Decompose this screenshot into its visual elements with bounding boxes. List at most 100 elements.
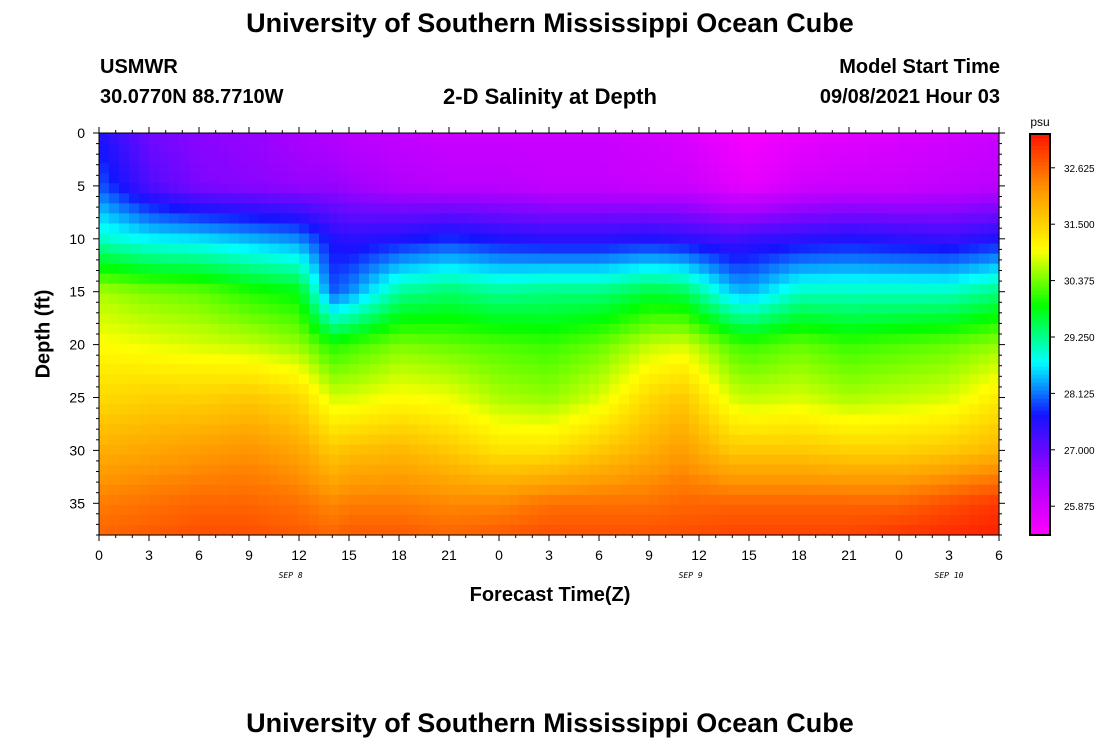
heatmap-cell bbox=[729, 394, 740, 405]
heatmap-cell bbox=[699, 163, 710, 174]
heatmap-cell bbox=[109, 424, 120, 436]
heatmap-cell bbox=[519, 153, 530, 164]
heatmap-cell bbox=[169, 524, 180, 536]
heatmap-cell bbox=[849, 183, 860, 194]
heatmap-cell bbox=[299, 414, 310, 426]
heatmap-cell bbox=[319, 203, 330, 214]
heatmap-cell bbox=[919, 233, 930, 245]
heatmap-cell bbox=[449, 253, 460, 265]
heatmap-cell bbox=[119, 193, 130, 204]
heatmap-cell bbox=[449, 263, 460, 275]
heatmap-cell bbox=[409, 344, 420, 355]
heatmap-cell bbox=[299, 424, 310, 436]
heatmap-cell bbox=[139, 183, 150, 194]
heatmap-cell bbox=[389, 524, 400, 536]
heatmap-cell bbox=[189, 394, 200, 405]
heatmap-cell bbox=[549, 153, 560, 164]
heatmap-cell bbox=[179, 394, 190, 405]
heatmap-cell bbox=[399, 444, 410, 456]
colorbar-segment bbox=[1030, 350, 1050, 356]
heatmap-cell bbox=[439, 374, 450, 385]
heatmap-cell bbox=[289, 223, 300, 235]
heatmap-cell bbox=[669, 203, 680, 214]
heatmap-cell bbox=[689, 394, 700, 405]
heatmap-cell bbox=[639, 163, 650, 174]
heatmap-cell bbox=[989, 173, 1000, 184]
heatmap-cell bbox=[809, 424, 820, 436]
heatmap-cell bbox=[959, 263, 970, 275]
heatmap-cell bbox=[869, 334, 880, 345]
colorbar-segment bbox=[1030, 414, 1050, 420]
heatmap-cell bbox=[439, 384, 450, 395]
heatmap-cell bbox=[509, 293, 520, 305]
heatmap-cell bbox=[959, 143, 970, 154]
heatmap-cell bbox=[759, 183, 770, 194]
heatmap-cell bbox=[479, 173, 490, 184]
heatmap-cell bbox=[379, 293, 390, 305]
heatmap-cell bbox=[629, 484, 640, 496]
heatmap-cell bbox=[829, 273, 840, 285]
heatmap-cell bbox=[899, 354, 910, 365]
heatmap-cell bbox=[239, 183, 250, 194]
heatmap-cell bbox=[369, 203, 380, 214]
heatmap-cell bbox=[539, 344, 550, 355]
heatmap-cell bbox=[969, 233, 980, 245]
heatmap-cell bbox=[199, 133, 210, 144]
heatmap-cell bbox=[979, 163, 990, 174]
heatmap-cell bbox=[599, 193, 610, 204]
heatmap-cell bbox=[439, 334, 450, 345]
heatmap-cell bbox=[829, 514, 840, 526]
heatmap-cell bbox=[479, 283, 490, 295]
heatmap-cell bbox=[199, 404, 210, 415]
heatmap-cell bbox=[919, 243, 930, 255]
heatmap-cell bbox=[239, 414, 250, 426]
heatmap-cell bbox=[779, 243, 790, 255]
heatmap-cell bbox=[759, 293, 770, 305]
heatmap-cell bbox=[579, 364, 590, 375]
heatmap-cell bbox=[709, 323, 720, 335]
heatmap-cell bbox=[399, 354, 410, 365]
heatmap-cell bbox=[119, 494, 130, 506]
heatmap-cell bbox=[859, 434, 870, 446]
heatmap-cell bbox=[409, 293, 420, 305]
heatmap-cell bbox=[299, 173, 310, 184]
heatmap-cell bbox=[869, 233, 880, 245]
heatmap-cell bbox=[469, 223, 480, 235]
heatmap-cell bbox=[659, 173, 670, 184]
heatmap-cell bbox=[559, 524, 570, 536]
heatmap-cell bbox=[509, 414, 520, 426]
heatmap-cell bbox=[529, 293, 540, 305]
heatmap-cell bbox=[229, 524, 240, 536]
colorbar-segment bbox=[1030, 466, 1050, 472]
heatmap-cell bbox=[979, 153, 990, 164]
heatmap-cell bbox=[869, 394, 880, 405]
heatmap-cell bbox=[499, 183, 510, 194]
y-tick-label: 5 bbox=[77, 178, 85, 194]
heatmap-cell bbox=[469, 173, 480, 184]
heatmap-cell bbox=[499, 213, 510, 225]
heatmap-cell bbox=[359, 344, 370, 355]
heatmap-cell bbox=[429, 454, 440, 466]
heatmap-cell bbox=[949, 253, 960, 265]
heatmap-cell bbox=[499, 253, 510, 265]
heatmap-cell bbox=[169, 223, 180, 235]
x-tick-label: 18 bbox=[391, 547, 407, 563]
heatmap-cell bbox=[279, 364, 290, 375]
heatmap-cell bbox=[789, 273, 800, 285]
heatmap-cell bbox=[189, 283, 200, 295]
heatmap-cell bbox=[499, 334, 510, 345]
heatmap-cell bbox=[119, 394, 130, 405]
heatmap-cell bbox=[609, 464, 620, 476]
heatmap-cell bbox=[449, 364, 460, 375]
heatmap-cell bbox=[719, 313, 730, 325]
heatmap-cell bbox=[429, 354, 440, 365]
heatmap-cell bbox=[549, 233, 560, 245]
heatmap-cell bbox=[359, 133, 370, 144]
heatmap-cell bbox=[239, 514, 250, 526]
heatmap-cell bbox=[639, 213, 650, 225]
heatmap-cell bbox=[429, 153, 440, 164]
heatmap-cell bbox=[269, 213, 280, 225]
heatmap-cell bbox=[409, 273, 420, 285]
heatmap-cell bbox=[529, 273, 540, 285]
heatmap-cell bbox=[339, 344, 350, 355]
